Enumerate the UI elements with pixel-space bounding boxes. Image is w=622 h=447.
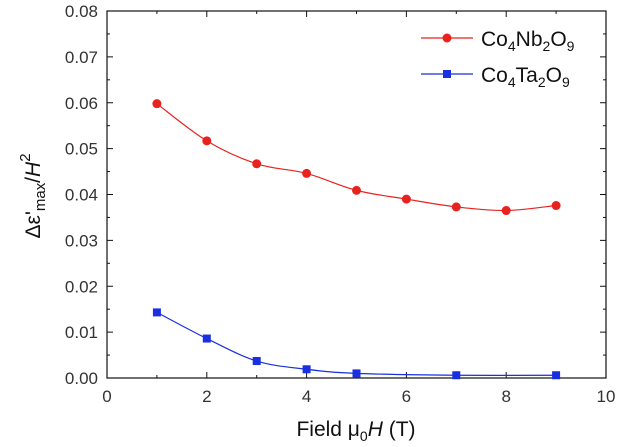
data-point bbox=[302, 168, 312, 178]
data-point bbox=[202, 334, 211, 343]
x-tick-label: 6 bbox=[402, 387, 411, 406]
legend: Co4Nb2O9 Co4Ta2O9 bbox=[421, 28, 575, 90]
data-point bbox=[152, 308, 161, 317]
data-point bbox=[452, 371, 461, 380]
y-tick-label: 0.00 bbox=[65, 369, 98, 388]
legend-item-co4nb2o9: Co4Nb2O9 bbox=[421, 28, 575, 54]
series-curves bbox=[156, 103, 557, 376]
y-tick-label: 0.08 bbox=[65, 2, 98, 21]
y-tick-label: 0.05 bbox=[65, 140, 98, 159]
data-point bbox=[202, 136, 212, 146]
legend-item-co4ta2o9: Co4Ta2O9 bbox=[421, 64, 570, 90]
data-point bbox=[352, 185, 361, 195]
data-point bbox=[302, 365, 311, 374]
legend-label-co4nb2o9: Co4Nb2O9 bbox=[481, 28, 575, 54]
legend-marker-co4ta2o9 bbox=[443, 70, 451, 78]
x-tick-label: 0 bbox=[102, 387, 111, 406]
y-tick-label: 0.02 bbox=[65, 277, 98, 296]
series-markers bbox=[152, 99, 561, 380]
legend-marker-co4nb2o9 bbox=[442, 33, 452, 43]
data-point bbox=[352, 369, 361, 378]
series-curve-1 bbox=[156, 311, 557, 376]
y-tick-label: 0.04 bbox=[65, 186, 98, 205]
y-tick-label: 0.01 bbox=[65, 323, 98, 342]
data-point bbox=[152, 99, 162, 109]
y-axis-title: Δε'max/H2 bbox=[17, 153, 49, 238]
x-tick-label: 4 bbox=[302, 387, 311, 406]
data-point bbox=[501, 206, 511, 216]
y-tick-label: 0.07 bbox=[65, 48, 98, 67]
data-point bbox=[252, 357, 261, 366]
x-tick-label: 10 bbox=[597, 387, 616, 406]
x-tick-label: 8 bbox=[501, 387, 510, 406]
y-tick-label: 0.03 bbox=[65, 231, 98, 250]
data-point bbox=[401, 194, 411, 204]
data-point bbox=[451, 202, 461, 212]
legend-label-co4ta2o9: Co4Ta2O9 bbox=[481, 64, 570, 90]
y-tick-label: 0.06 bbox=[65, 94, 98, 113]
data-point bbox=[552, 371, 561, 380]
data-point bbox=[252, 159, 262, 169]
x-axis-title: Field μ0H (T) bbox=[296, 418, 415, 444]
axis-ticks: 0 2 4 6 8 10 0.00 0.01 0.02 0.03 0.04 0.05 0.06 0.07 0… bbox=[65, 2, 616, 406]
x-tick-label: 2 bbox=[202, 387, 211, 406]
data-point bbox=[551, 201, 561, 211]
